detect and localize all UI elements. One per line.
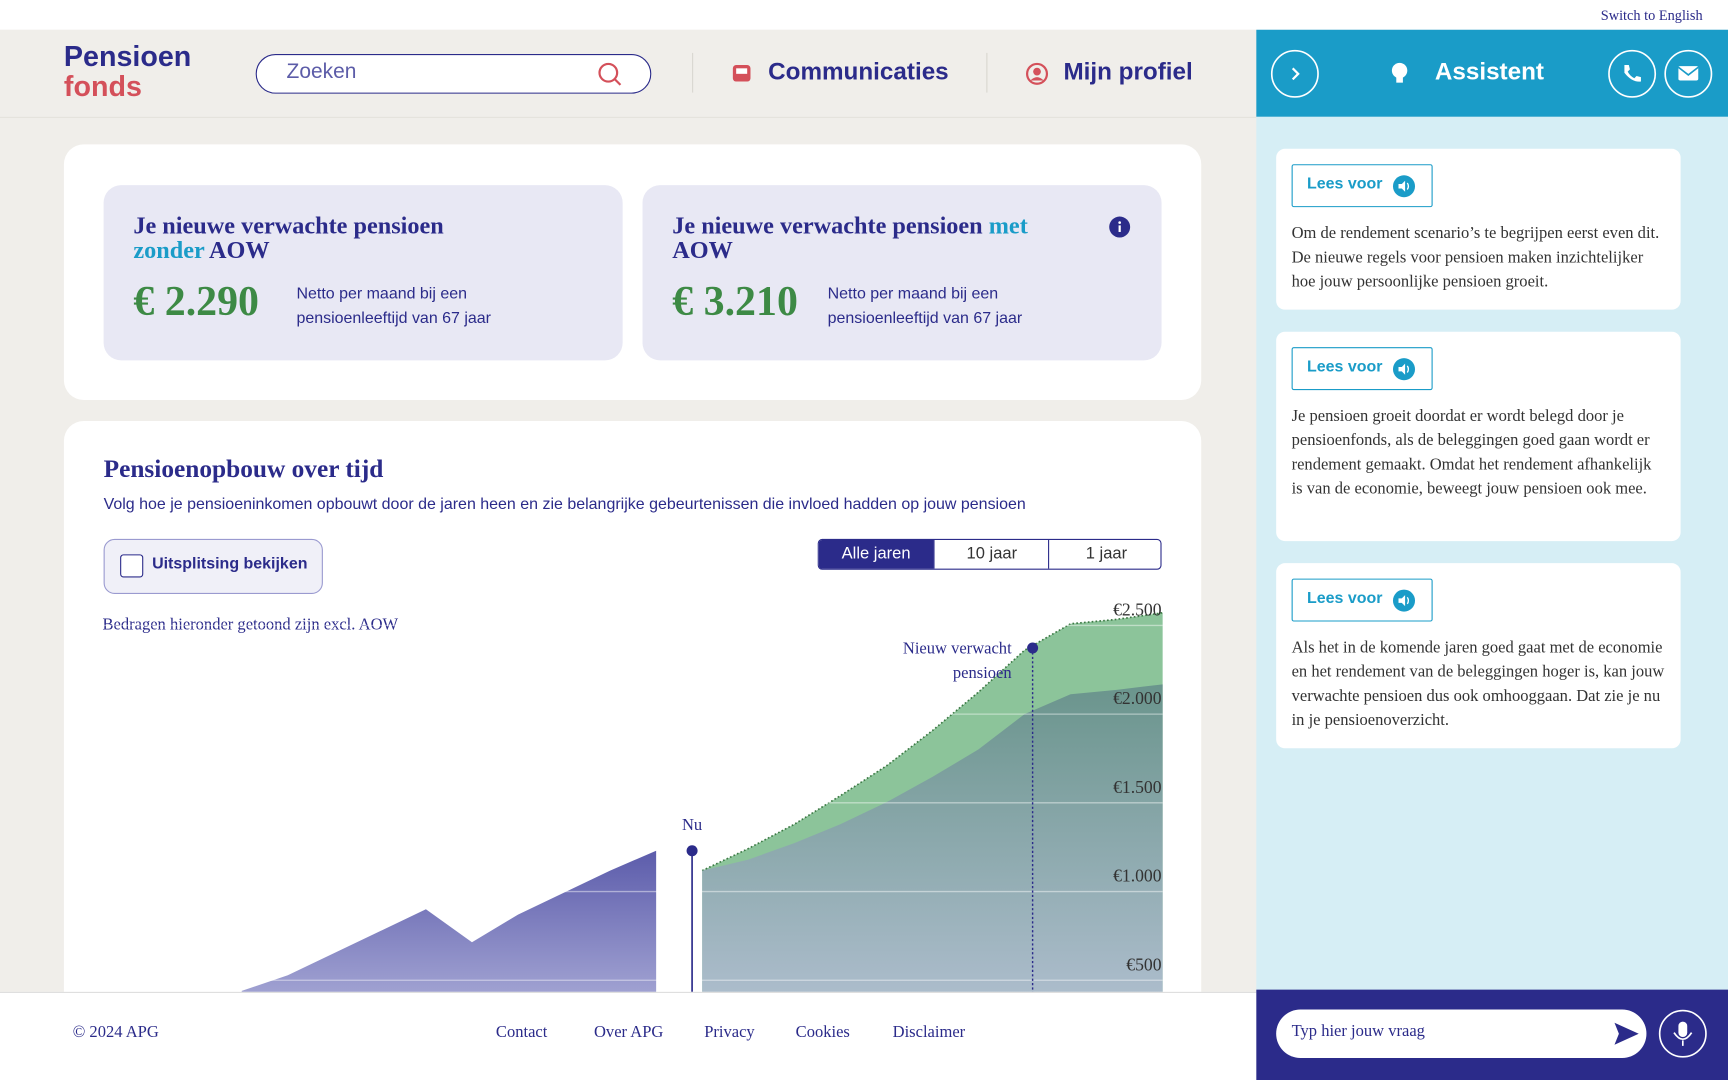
speaker-icon: [1392, 358, 1416, 381]
period-option[interactable]: Alle jaren: [818, 539, 934, 569]
language-switch[interactable]: Switch to English: [1600, 6, 1703, 24]
read-aloud-button[interactable]: Lees voor: [1291, 578, 1433, 622]
title-text: AOW: [672, 235, 733, 264]
amount: € 2.290: [133, 278, 259, 326]
button-label: Lees voor: [1307, 175, 1383, 193]
copyright: © 2024 APG: [72, 1023, 159, 1042]
button-label: Lees voor: [1307, 358, 1383, 376]
profile-icon: [1025, 62, 1049, 85]
speaker-icon: [1392, 589, 1416, 612]
footer-link[interactable]: Cookies: [795, 1023, 850, 1042]
chart: €500 €1.000 €1.500 €2.000 €2.500: [241, 599, 1163, 1080]
message-text: Om de rendement scenario’s te begrijpen …: [1291, 224, 1660, 291]
y-tick-label: €2.500: [1113, 599, 1162, 619]
amount: € 3.210: [672, 278, 798, 326]
checkbox[interactable]: [120, 554, 144, 578]
message-text: Je pensioen groeit doordat er wordt bele…: [1291, 407, 1652, 499]
footer: [0, 991, 1257, 1080]
card-title: Je nieuwe verwachte pensioen met AOW: [672, 211, 1069, 264]
send-button[interactable]: [1612, 1020, 1641, 1046]
message-card: [1276, 148, 1681, 310]
period-option[interactable]: 1 jaar: [1048, 539, 1160, 569]
assistant-header: [1256, 29, 1728, 117]
search-box[interactable]: [255, 53, 652, 94]
pension-card: [642, 185, 1162, 361]
mic-button[interactable]: [1657, 1008, 1708, 1059]
annotation: Nu: [681, 816, 703, 835]
divider: [692, 52, 694, 93]
area-edge: [701, 611, 1163, 872]
chart-title: Pensioenopbouw over tijd: [103, 455, 384, 483]
inbox-icon: [732, 65, 751, 82]
collapse-button[interactable]: [1270, 48, 1321, 99]
y-tick-label: €500: [1126, 954, 1161, 974]
y-tick-label: €1.000: [1113, 866, 1162, 886]
nav-link[interactable]: Mijn profiel: [1063, 57, 1193, 85]
amount-description: Netto per maand bij een pensioenleeftijd…: [296, 285, 492, 328]
card-title: Je nieuwe verwachte pensioen zonder AOW: [133, 211, 477, 264]
title-text: Je nieuwe verwachte pensioen: [672, 211, 983, 240]
gap: [665, 815, 671, 1080]
speaker-icon: [1392, 175, 1416, 198]
top-bar: [0, 0, 1728, 30]
search-icon[interactable]: [595, 61, 624, 90]
button-label: Lees voor: [1307, 589, 1383, 608]
title-highlight: zonder: [133, 235, 205, 264]
y-tick-label: €1.500: [1113, 777, 1162, 797]
footer-link[interactable]: Contact: [495, 1023, 548, 1042]
phone-button[interactable]: [1607, 48, 1658, 99]
title-highlight: met: [988, 211, 1028, 240]
read-aloud-button[interactable]: Lees voor: [1291, 347, 1433, 391]
assistant-title: Assistent: [1434, 57, 1545, 85]
logo-line[interactable]: Pensioen: [63, 39, 192, 73]
title-text: AOW: [209, 235, 270, 264]
search-placeholder: Zoeken: [286, 60, 357, 84]
info-icon[interactable]: [1109, 216, 1131, 238]
area: [702, 684, 1163, 1069]
read-aloud-button[interactable]: Lees voor: [1291, 164, 1433, 208]
message-card: [1276, 331, 1681, 542]
period-option[interactable]: 10 jaar: [933, 539, 1049, 569]
annotation-dot: [1027, 642, 1039, 654]
chat-placeholder: Typ hier jouw vraag: [1291, 1022, 1425, 1041]
chart-note: Bedragen hieronder getoond zijn excl. AO…: [102, 616, 399, 634]
footer-link[interactable]: Disclaimer: [892, 1023, 966, 1042]
footer-link[interactable]: Over APG: [593, 1023, 664, 1042]
title-text: Je nieuwe verwachte pensioen: [133, 211, 444, 240]
message-text: Als het in de komende jaren goed gaat me…: [1291, 639, 1665, 730]
annotation-dot: [686, 845, 698, 857]
chart-subtitle: Volg hoe je pensioeninkomen opbouwt door…: [103, 495, 1026, 514]
period-selector: Alle jaren 10 jaar 1 jaar: [817, 538, 1162, 570]
bulb-icon: [1391, 62, 1408, 83]
y-tick-label: €2.000: [1113, 688, 1162, 708]
pension-card: [103, 185, 623, 361]
logo-line[interactable]: fonds: [63, 69, 142, 103]
footer-link[interactable]: Privacy: [704, 1023, 755, 1042]
mail-button[interactable]: [1663, 48, 1714, 99]
chat-input[interactable]: [1276, 1009, 1647, 1058]
nav-link[interactable]: Communicaties: [768, 57, 949, 85]
message-card: [1276, 563, 1681, 749]
toggle-label: Uitsplitsing bekijken: [152, 555, 308, 574]
divider: [986, 52, 988, 93]
amount-description: Netto per maand bij een pensioenleeftijd…: [827, 285, 1023, 328]
annotation: Nieuw verwacht pensioen: [902, 640, 1012, 683]
